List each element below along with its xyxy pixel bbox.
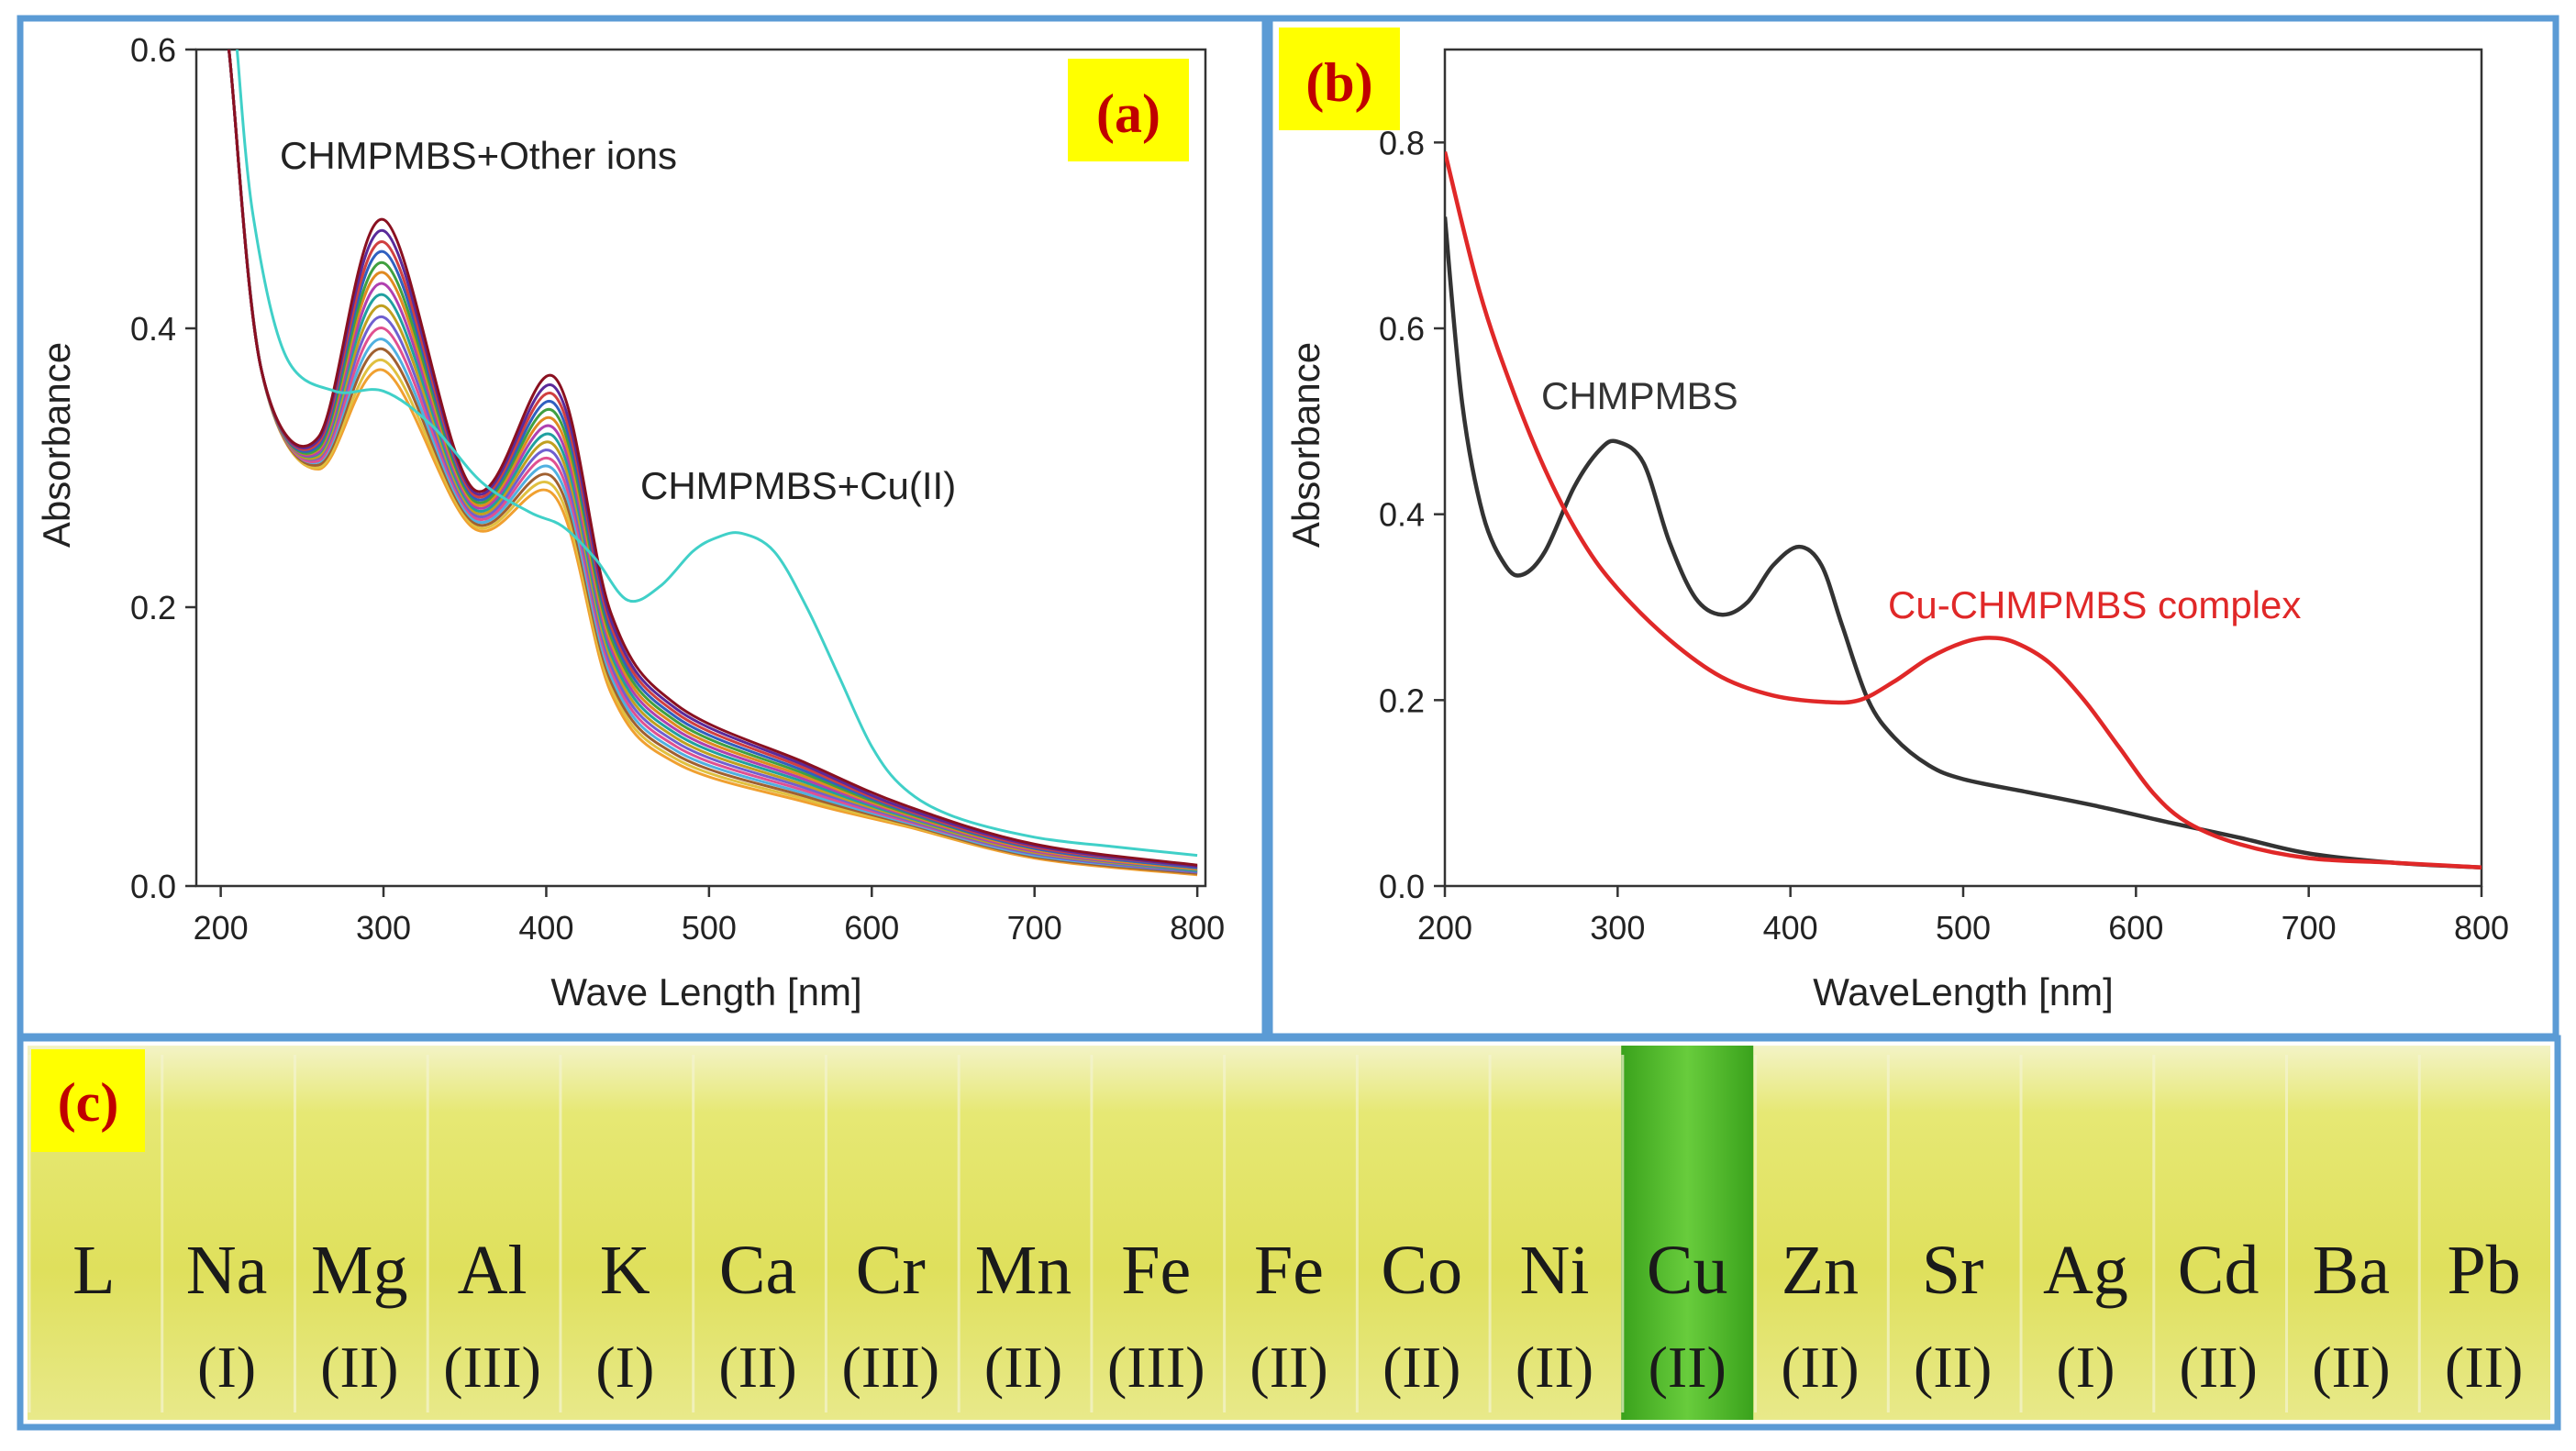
vial-oxidation-state: (III) (1107, 1335, 1205, 1400)
panel-a-ytick-label: 0.6 (130, 31, 176, 69)
vial-oxidation-state: (I) (197, 1335, 256, 1400)
panel-b-series-0 (1445, 216, 2482, 869)
panel-b-xtick-label: 700 (2282, 909, 2337, 947)
vial-label-mg: Mg (311, 1232, 408, 1309)
panel-b-xtick-label: 200 (1417, 909, 1472, 947)
panel-b-frame (1266, 15, 2559, 1040)
panel-a-annotation-cu: CHMPMBS+Cu(II) (640, 464, 956, 507)
vial-oxidation-state: (II) (1516, 1335, 1593, 1400)
panel-c-badge: (c) (58, 1072, 119, 1133)
vial-oxidation-state: (II) (1781, 1335, 1859, 1400)
panel-a-annotation-other-ions: CHMPMBS+Other ions (280, 134, 677, 177)
panel-a-xtick-label: 400 (518, 909, 573, 947)
panel-b-ytick-label: 0.0 (1379, 868, 1425, 905)
panel-a-ytick-label: 0.2 (130, 589, 176, 626)
vial-label-l: L (72, 1232, 115, 1309)
panel-a-xtick-label: 500 (682, 909, 737, 947)
panel-c: L Na (I) Mg (II) Al (III) K (I) Ca (II) Cr (III) Mn (I… (28, 1046, 2550, 1420)
vial-oxidation-state: (II) (2180, 1335, 2258, 1400)
panel-b-series-1 (1445, 150, 2482, 869)
panel-b-annotation-chmpmbs: CHMPMBS (1541, 374, 1738, 417)
vial-oxidation-state: (II) (2445, 1335, 2523, 1400)
panel-a-ytick-label: 0.4 (130, 310, 176, 348)
panel-a-axes-box (194, 48, 1207, 888)
panel-b-ylabel: Absorbance (1284, 342, 1327, 548)
vial-oxidation-state: (II) (2312, 1335, 2390, 1400)
vial-oxidation-state: (II) (984, 1335, 1062, 1400)
panel-a-ylabel: Absorbance (35, 342, 78, 548)
panel-b-badge: (b) (1305, 52, 1372, 113)
panel-b-annotation-complex: Cu-CHMPMBS complex (1888, 583, 2301, 626)
vial-oxidation-state: (II) (320, 1335, 398, 1400)
panel-b-ytick-label: 0.4 (1379, 496, 1425, 534)
vial-label-ca: Ca (719, 1232, 796, 1309)
panel-b-ytick-label: 0.2 (1379, 681, 1425, 719)
panel-a-xtick-label: 200 (194, 909, 249, 947)
panel-a-xtick-label: 600 (844, 909, 899, 947)
panel-a-ticks: 200 300 400 500 600 700 800 0.0 0.2 0.4 0.6 (130, 31, 1225, 947)
vial-label-cu: Cu (1647, 1232, 1728, 1309)
panel-b-xtick-label: 800 (2454, 909, 2509, 947)
panel-b-badge-bg (1279, 28, 1400, 130)
panel-c-badge-bg (31, 1049, 145, 1152)
panel-a-ytick-label: 0.0 (130, 868, 176, 905)
panel-a-badge-bg (1068, 59, 1189, 161)
vial-oxidation-state: (I) (595, 1335, 654, 1400)
vial-oxidation-state: (II) (1649, 1335, 1727, 1400)
panel-a-series-1 (227, 50, 1198, 867)
vial-oxidation-state: (III) (842, 1335, 940, 1400)
vial-label-zn: Zn (1782, 1232, 1859, 1309)
panel-a-xtick-label: 300 (356, 909, 411, 947)
panel-b: 200 300 400 500 600 700 800 0.0 0.2 0.4 0.6 0.8 Wav… (1279, 28, 2509, 1013)
panel-a-xtick-label: 800 (1170, 909, 1225, 947)
vial-cu-green (1621, 1046, 1754, 1420)
vials: L Na (I) Mg (II) Al (III) K (I) Ca (II) Cr (III) Mn (I… (28, 1046, 2523, 1420)
vial-oxidation-state: (I) (2056, 1335, 2115, 1400)
vial-label-ag: Ag (2043, 1232, 2128, 1309)
vial-photo-background (28, 1046, 2550, 1420)
vial-label-sr: Sr (1922, 1232, 1984, 1309)
panel-b-ytick-label: 0.6 (1379, 310, 1425, 348)
panel-b-ytick-label: 0.8 (1379, 124, 1425, 161)
vial-oxidation-state: (II) (1249, 1335, 1327, 1400)
panel-b-xtick-label: 600 (2108, 909, 2163, 947)
vial-label-cd: Cd (2178, 1232, 2260, 1309)
vial-label-fe: Fe (1254, 1232, 1324, 1309)
vial-label-k: K (600, 1232, 650, 1309)
vial-label-al: Al (458, 1232, 527, 1309)
panel-b-xtick-label: 300 (1590, 909, 1645, 947)
vial-oxidation-state: (II) (718, 1335, 796, 1400)
vial-label-ni: Ni (1519, 1232, 1589, 1309)
panel-b-ticks: 200 300 400 500 600 700 800 0.0 0.2 0.4 0.6 0.8 (1379, 124, 2509, 947)
vial-label-cr: Cr (856, 1232, 926, 1309)
vial-oxidation-state: (III) (443, 1335, 541, 1400)
panel-a-lines (227, 50, 1198, 877)
vial-label-mn: Mn (975, 1232, 1072, 1309)
vial-label-co: Co (1381, 1232, 1462, 1309)
vial-label-na: Na (186, 1232, 268, 1309)
panel-a-badge: (a) (1096, 83, 1160, 144)
panel-b-xlabel: WaveLength [nm] (1813, 970, 2114, 1013)
vial-label-fe: Fe (1121, 1232, 1191, 1309)
panel-a-xlabel: Wave Length [nm] (550, 970, 861, 1013)
vial-oxidation-state: (II) (1914, 1335, 1992, 1400)
vial-oxidation-state: (II) (1382, 1335, 1460, 1400)
panel-b-lines (1445, 150, 2482, 869)
panel-b-xtick-label: 400 (1763, 909, 1818, 947)
panel-a-series-0 (235, 50, 1198, 858)
panel-a-xtick-label: 700 (1007, 909, 1062, 947)
panel-b-xtick-label: 500 (1936, 909, 1991, 947)
vial-label-ba: Ba (2313, 1232, 2390, 1309)
panel-a: 200 300 400 500 600 700 800 0.0 0.2 0.4 0.6 Wave L… (35, 31, 1225, 1013)
panel-a-frame (17, 15, 1269, 1040)
vial-label-pb: Pb (2447, 1232, 2520, 1309)
